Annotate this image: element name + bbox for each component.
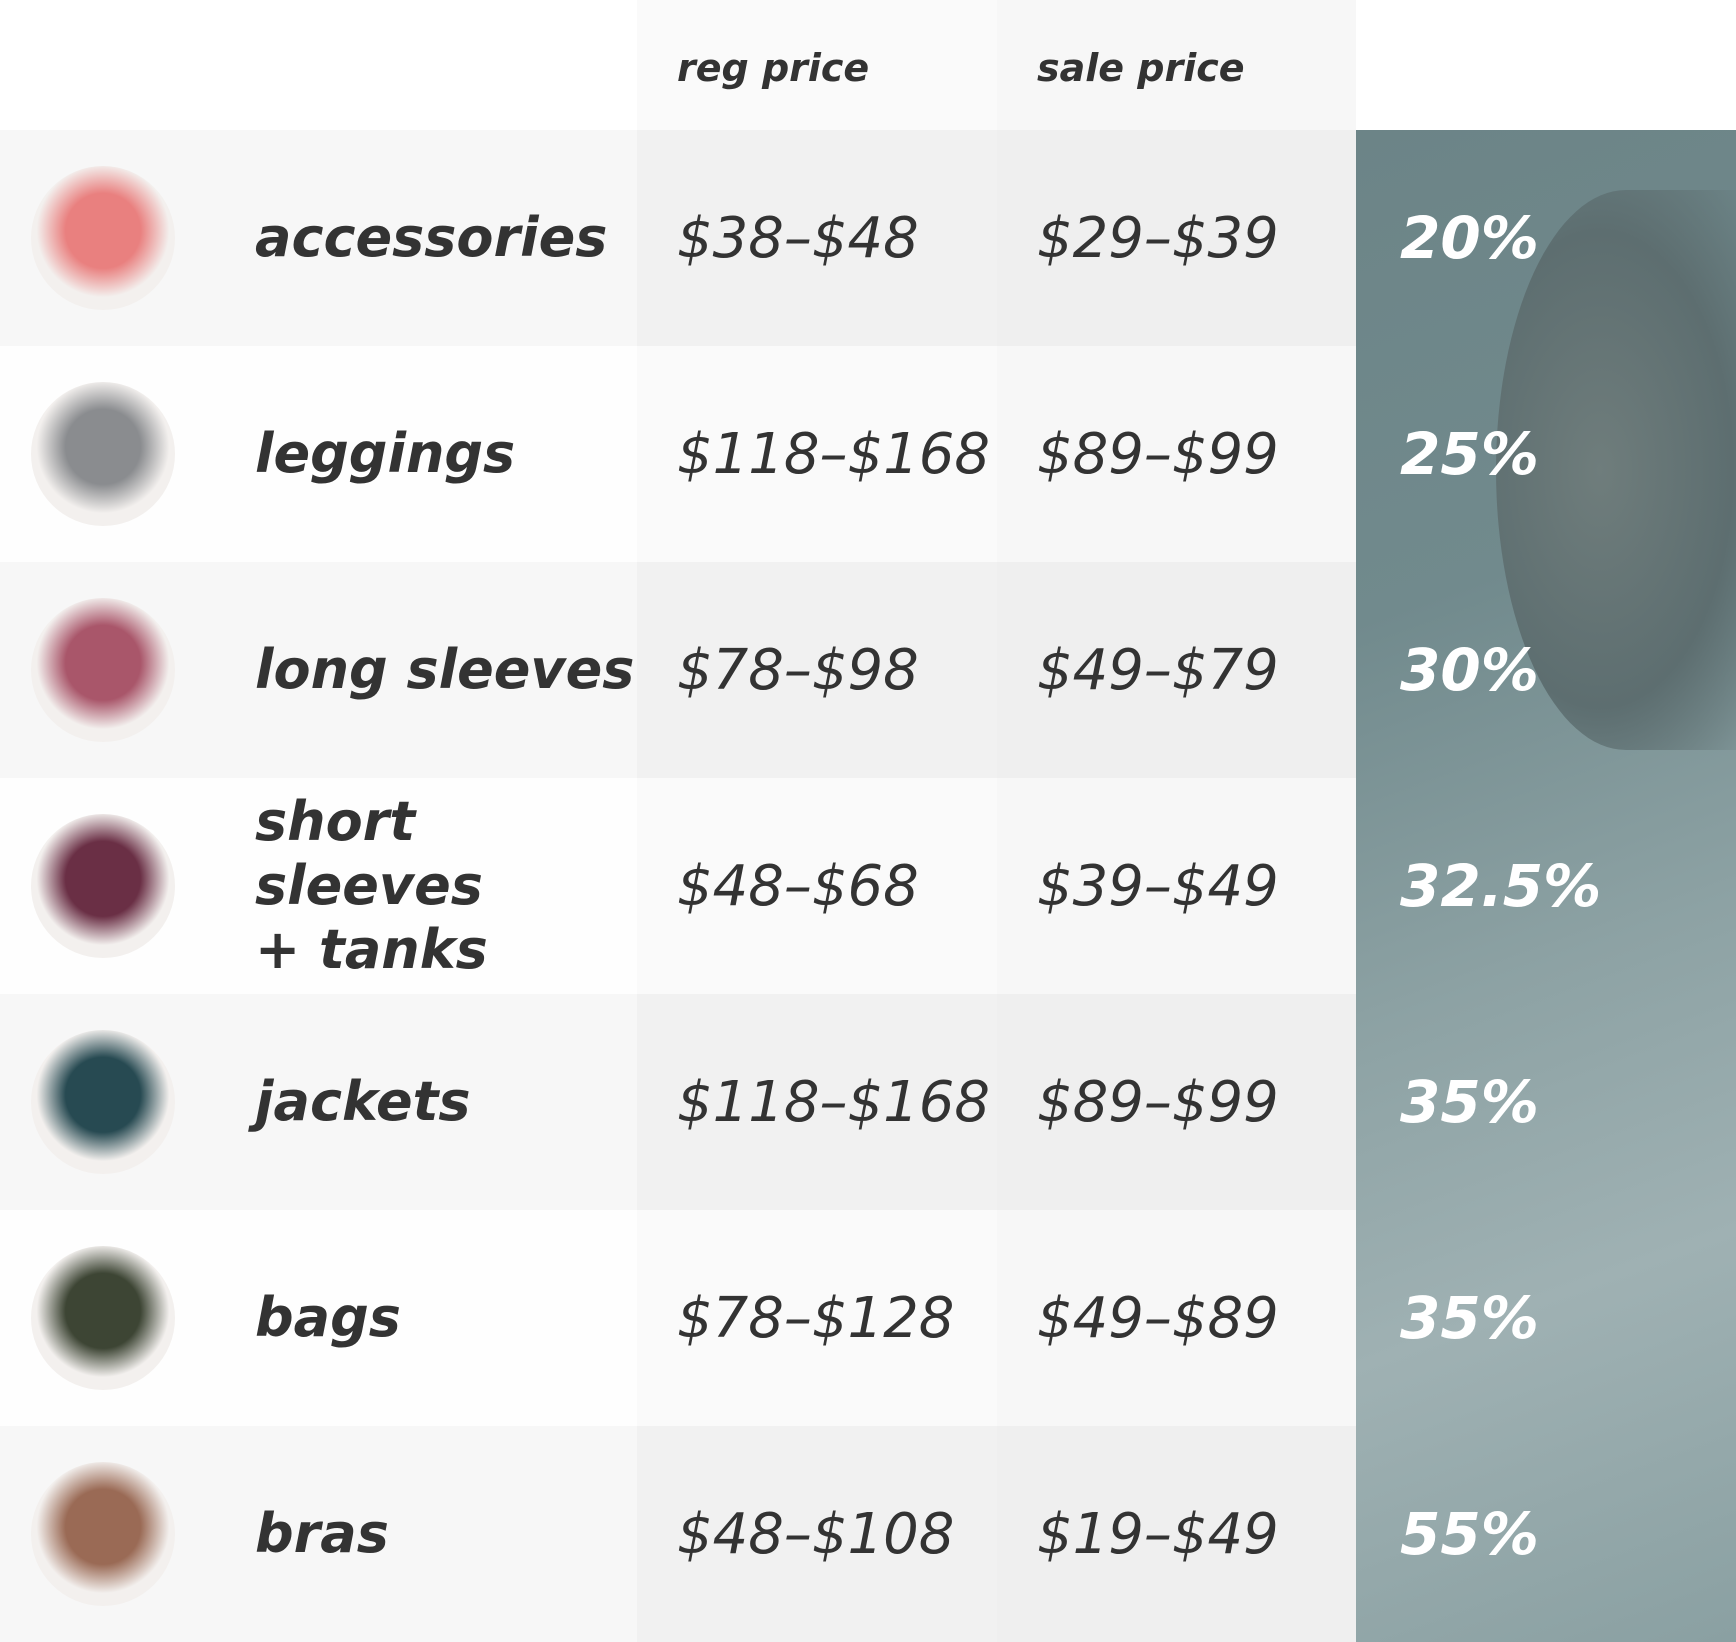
reg-price: $78–$128 bbox=[677, 1285, 955, 1351]
table-row: bags $78–$128 $49–$89 35% bbox=[0, 1210, 1736, 1426]
target-savings: 35% bbox=[1400, 1284, 1539, 1352]
reg-price-cell: $118–$168 bbox=[637, 994, 997, 1210]
category-label: bags bbox=[255, 1286, 401, 1349]
reg-price: $48–$68 bbox=[677, 853, 919, 919]
target-savings-cell: 25% bbox=[1356, 346, 1736, 562]
category-label: bras bbox=[255, 1502, 389, 1565]
category-cell: short sleeves + tanks bbox=[0, 778, 637, 994]
sale-price: $49–$89 bbox=[1037, 1285, 1279, 1351]
reg-price: $118–$168 bbox=[677, 1069, 991, 1135]
sale-price-cell: $29–$39 bbox=[997, 130, 1356, 346]
reg-price-cell: $48–$108 bbox=[637, 1426, 997, 1642]
table-header: reg price sale price target savings bbox=[0, 0, 1736, 130]
product-thumbnail bbox=[31, 1030, 175, 1174]
header-target-savings: target savings bbox=[1400, 46, 1710, 90]
header-reg-price: reg price bbox=[637, 0, 997, 130]
reg-price: $78–$98 bbox=[677, 637, 919, 703]
product-thumbnail bbox=[31, 382, 175, 526]
target-savings: 35% bbox=[1400, 1068, 1539, 1136]
category-cell: jackets bbox=[0, 994, 637, 1210]
product-thumbnail bbox=[31, 814, 175, 958]
table-row: bras $48–$108 $19–$49 55% bbox=[0, 1426, 1736, 1642]
product-thumbnail bbox=[31, 1246, 175, 1390]
reg-price-cell: $78–$128 bbox=[637, 1210, 997, 1426]
savings-background-photo bbox=[1356, 130, 1736, 1642]
table-row: leggings $118–$168 $89–$99 25% bbox=[0, 346, 1736, 562]
sale-price-cell: $89–$99 bbox=[997, 994, 1356, 1210]
target-savings: 55% bbox=[1400, 1500, 1539, 1568]
category-label: long sleeves bbox=[255, 638, 635, 701]
sale-price: $89–$99 bbox=[1037, 1069, 1279, 1135]
table-row: short sleeves + tanks $48–$68 $39–$49 32… bbox=[0, 778, 1736, 994]
target-savings-cell: 32.5% bbox=[1356, 778, 1736, 994]
category-label: jackets bbox=[255, 1070, 471, 1133]
sale-price: $29–$39 bbox=[1037, 205, 1279, 271]
target-savings: 20% bbox=[1400, 204, 1539, 272]
sale-price: $49–$79 bbox=[1037, 637, 1279, 703]
header-sale-price: sale price bbox=[997, 0, 1356, 130]
target-savings-cell: 30% bbox=[1356, 562, 1736, 778]
target-savings-cell: 35% bbox=[1356, 1210, 1736, 1426]
reg-price: $118–$168 bbox=[677, 421, 991, 487]
target-savings-cell: 55% bbox=[1356, 1426, 1736, 1642]
category-label: short sleeves + tanks bbox=[255, 790, 488, 981]
product-thumbnail bbox=[31, 598, 175, 742]
sale-price-cell: $49–$89 bbox=[997, 1210, 1356, 1426]
header-category bbox=[0, 0, 637, 130]
reg-price: $38–$48 bbox=[677, 205, 919, 271]
sale-price: $89–$99 bbox=[1037, 421, 1279, 487]
category-cell: bras bbox=[0, 1426, 637, 1642]
sale-price-cell: $19–$49 bbox=[997, 1426, 1356, 1642]
reg-price-cell: $38–$48 bbox=[637, 130, 997, 346]
category-cell: long sleeves bbox=[0, 562, 637, 778]
sale-price-cell: $39–$49 bbox=[997, 778, 1356, 994]
product-thumbnail bbox=[31, 166, 175, 310]
table-row: long sleeves $78–$98 $49–$79 30% bbox=[0, 562, 1736, 778]
sale-price-cell: $89–$99 bbox=[997, 346, 1356, 562]
category-label: leggings bbox=[255, 422, 516, 485]
table-row: accessories $38–$48 $29–$39 20% bbox=[0, 130, 1736, 346]
category-cell: leggings bbox=[0, 346, 637, 562]
target-savings: 30% bbox=[1400, 636, 1539, 704]
target-savings-cell: 35% bbox=[1356, 994, 1736, 1210]
table-row: jackets $118–$168 $89–$99 35% bbox=[0, 994, 1736, 1210]
sale-price: $19–$49 bbox=[1037, 1501, 1279, 1567]
reg-price-cell: $118–$168 bbox=[637, 346, 997, 562]
target-savings-cell: 20% bbox=[1356, 130, 1736, 346]
category-cell: bags bbox=[0, 1210, 637, 1426]
target-savings: 32.5% bbox=[1400, 852, 1602, 920]
target-savings: 25% bbox=[1400, 420, 1539, 488]
category-cell: accessories bbox=[0, 130, 637, 346]
product-thumbnail bbox=[31, 1462, 175, 1606]
sale-price: $39–$49 bbox=[1037, 853, 1279, 919]
reg-price-cell: $78–$98 bbox=[637, 562, 997, 778]
reg-price-cell: $48–$68 bbox=[637, 778, 997, 994]
category-label: accessories bbox=[255, 206, 608, 269]
reg-price: $48–$108 bbox=[677, 1501, 955, 1567]
model-photo bbox=[1496, 190, 1736, 750]
sale-price-cell: $49–$79 bbox=[997, 562, 1356, 778]
